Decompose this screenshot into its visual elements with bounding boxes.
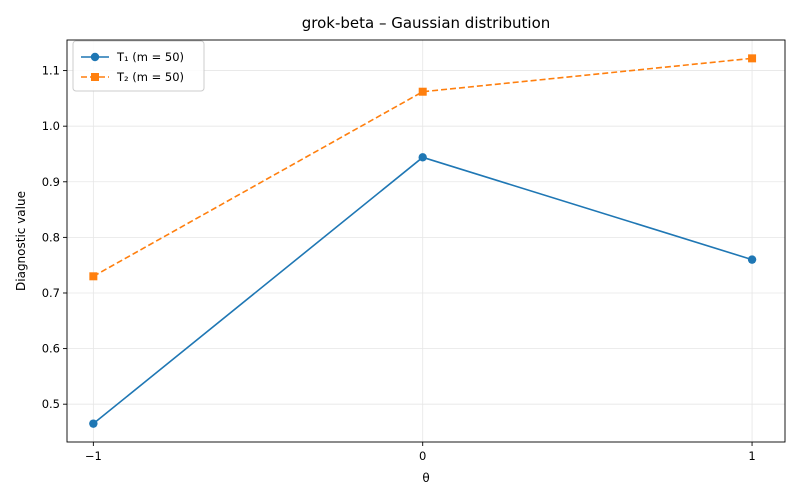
y-tick-label: 0.6: [42, 342, 60, 356]
series-layer: [89, 54, 757, 428]
series-1-point: [418, 153, 427, 162]
legend-box: [72, 40, 205, 92]
x-tick-label: 1: [748, 449, 755, 463]
series-2-point: [748, 54, 757, 63]
legend-label-1: T₁ (m = 50): [116, 50, 184, 64]
series-2-point: [89, 272, 98, 281]
y-tick-label: 0.5: [42, 397, 60, 411]
y-tick-label: 0.8: [42, 230, 60, 244]
y-tick-label: 0.7: [42, 286, 60, 300]
series-1-point: [747, 255, 757, 264]
y-tick-label: 1.1: [42, 64, 60, 78]
plot-frame: [66, 39, 786, 443]
grid-lines: [67, 40, 785, 442]
y-axis-label: Diagnostic value: [14, 191, 28, 291]
legend-marker-1: [90, 52, 100, 62]
y-tick-label: 0.9: [42, 175, 60, 189]
y-tick-label: 1.0: [42, 119, 60, 133]
legend: T₁ (m = 50) T₂ (m = 50): [72, 40, 205, 92]
y-axis: 0.5 0.6 0.7 0.8 0.9 1.0 1.1: [42, 64, 67, 411]
series-1: [89, 153, 757, 428]
x-axis-label: θ: [422, 471, 429, 485]
series-2-line: [92, 57, 753, 278]
x-axis: −1 0 1: [85, 442, 756, 463]
chart-title: grok-beta – Gaussian distribution: [302, 14, 551, 32]
x-tick-label: 0: [419, 449, 426, 463]
series-2-point: [418, 87, 427, 96]
x-tick-label: −1: [85, 449, 102, 463]
series-2: [89, 54, 757, 281]
legend-marker-2: [91, 73, 99, 81]
series-1-point: [89, 419, 98, 428]
legend-label-2: T₂ (m = 50): [116, 70, 184, 84]
